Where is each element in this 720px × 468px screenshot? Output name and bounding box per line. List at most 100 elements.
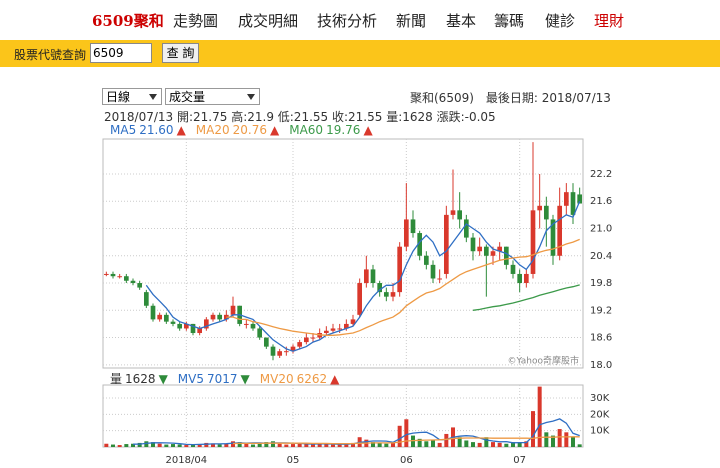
candle: [464, 214, 469, 243]
candle: [510, 260, 516, 279]
volume-bar: [137, 442, 142, 447]
candle-body: [330, 328, 336, 331]
volume-legend: 量 1628 ▼ MV5 7017 ▼ MV20 6262 ▲: [110, 370, 349, 387]
volume-bar: [151, 442, 155, 447]
volume-bar: [284, 444, 289, 447]
volume-bar: [577, 444, 582, 447]
candle: [170, 319, 176, 327]
legend-name: MV5: [177, 372, 204, 386]
candle: [310, 333, 316, 343]
candle-body: [177, 323, 182, 329]
candle-body: [144, 292, 149, 306]
candle: [337, 323, 342, 334]
search-button[interactable]: 查 詢: [162, 43, 199, 63]
candle: [104, 271, 109, 277]
x-tick-label: 07: [513, 455, 526, 466]
candle-body: [230, 305, 236, 315]
candle-body: [424, 255, 429, 265]
candle: [430, 260, 436, 284]
candle: [324, 326, 329, 336]
volume-bar: [204, 442, 209, 447]
search-input[interactable]: 6509: [90, 43, 152, 63]
y-tick-label: 19.8: [590, 278, 612, 289]
y-tick-label: 18.6: [590, 333, 612, 344]
volume-bar: [404, 419, 409, 447]
legend-label: 量: [110, 372, 123, 386]
legend-value: 20.76: [232, 123, 267, 137]
legend-value: 1628: [125, 372, 156, 386]
volume-bar: [211, 443, 215, 447]
volume-bar: [477, 442, 482, 447]
period-select[interactable]: 日線: [102, 88, 162, 105]
candle-body: [444, 214, 449, 274]
candle-body: [530, 210, 536, 274]
candle-body: [324, 330, 329, 334]
candle-body: [297, 342, 302, 347]
series-line: [132, 418, 580, 446]
candle-body: [150, 305, 156, 320]
nav-link[interactable]: 成交明細: [238, 12, 299, 30]
volume-bar: [231, 441, 235, 447]
volume-bar: [324, 444, 329, 447]
volume-bar: [124, 444, 129, 447]
legend-name: MA60: [289, 123, 324, 137]
candle: [397, 242, 402, 297]
volume-bar: [431, 440, 435, 447]
volume-bar: [291, 444, 295, 447]
stock-name[interactable]: 6509聚和: [92, 12, 164, 30]
nav-link[interactable]: 理財: [594, 12, 625, 30]
candle: [504, 246, 509, 270]
candle-body: [257, 328, 262, 338]
candle-body: [497, 246, 502, 252]
legend-value: 21.60: [139, 123, 174, 137]
indicator-select[interactable]: 成交量: [165, 88, 260, 105]
candle-body: [464, 219, 469, 238]
candle: [290, 344, 296, 354]
volume-bar: [511, 442, 515, 447]
candle-body: [510, 264, 516, 274]
candle: [377, 280, 382, 297]
volume-bar: [371, 442, 375, 447]
volume-bar: [277, 443, 282, 447]
nav-link[interactable]: 籌碼: [494, 12, 525, 30]
candle: [537, 173, 542, 229]
candle: [144, 289, 149, 309]
nav-link[interactable]: 健診: [545, 12, 576, 30]
legend-value: 19.76: [326, 123, 361, 137]
nav-link[interactable]: 新聞: [396, 12, 427, 30]
candle-body: [290, 346, 296, 352]
nav-link[interactable]: 走勢圖: [173, 12, 219, 30]
candle: [284, 346, 289, 356]
volume-bar: [337, 444, 342, 447]
series-line: [472, 284, 580, 311]
candle: [157, 312, 162, 322]
candle-body: [210, 314, 216, 320]
x-tick-label: 05: [287, 455, 300, 466]
volume-bar: [184, 445, 189, 447]
candle-body: [244, 323, 249, 325]
y-tick-label: 21.6: [590, 196, 612, 207]
select-text: 成交量: [169, 90, 206, 104]
legend-name: MA5: [110, 123, 137, 137]
candle: [410, 210, 416, 238]
volume-bar: [331, 444, 335, 447]
candle: [264, 337, 269, 349]
candle: [230, 296, 236, 318]
candle: [297, 339, 302, 349]
y-tick-label: 10K: [590, 426, 610, 437]
y-tick-label: 30K: [590, 393, 610, 404]
candle-body: [490, 251, 496, 256]
volume-bar: [117, 445, 122, 447]
volume-bar: [424, 441, 429, 447]
candle-body: [544, 205, 549, 220]
watermark: ©Yahoo奇摩股市: [508, 355, 580, 367]
candle-body: [384, 292, 389, 297]
candle-body: [357, 283, 362, 315]
nav-link[interactable]: 技術分析: [317, 12, 378, 30]
nav-link[interactable]: 基本: [446, 12, 477, 30]
candle-body: [477, 246, 482, 252]
y-tick-label: 20.4: [590, 251, 612, 262]
candle-body: [557, 205, 562, 256]
